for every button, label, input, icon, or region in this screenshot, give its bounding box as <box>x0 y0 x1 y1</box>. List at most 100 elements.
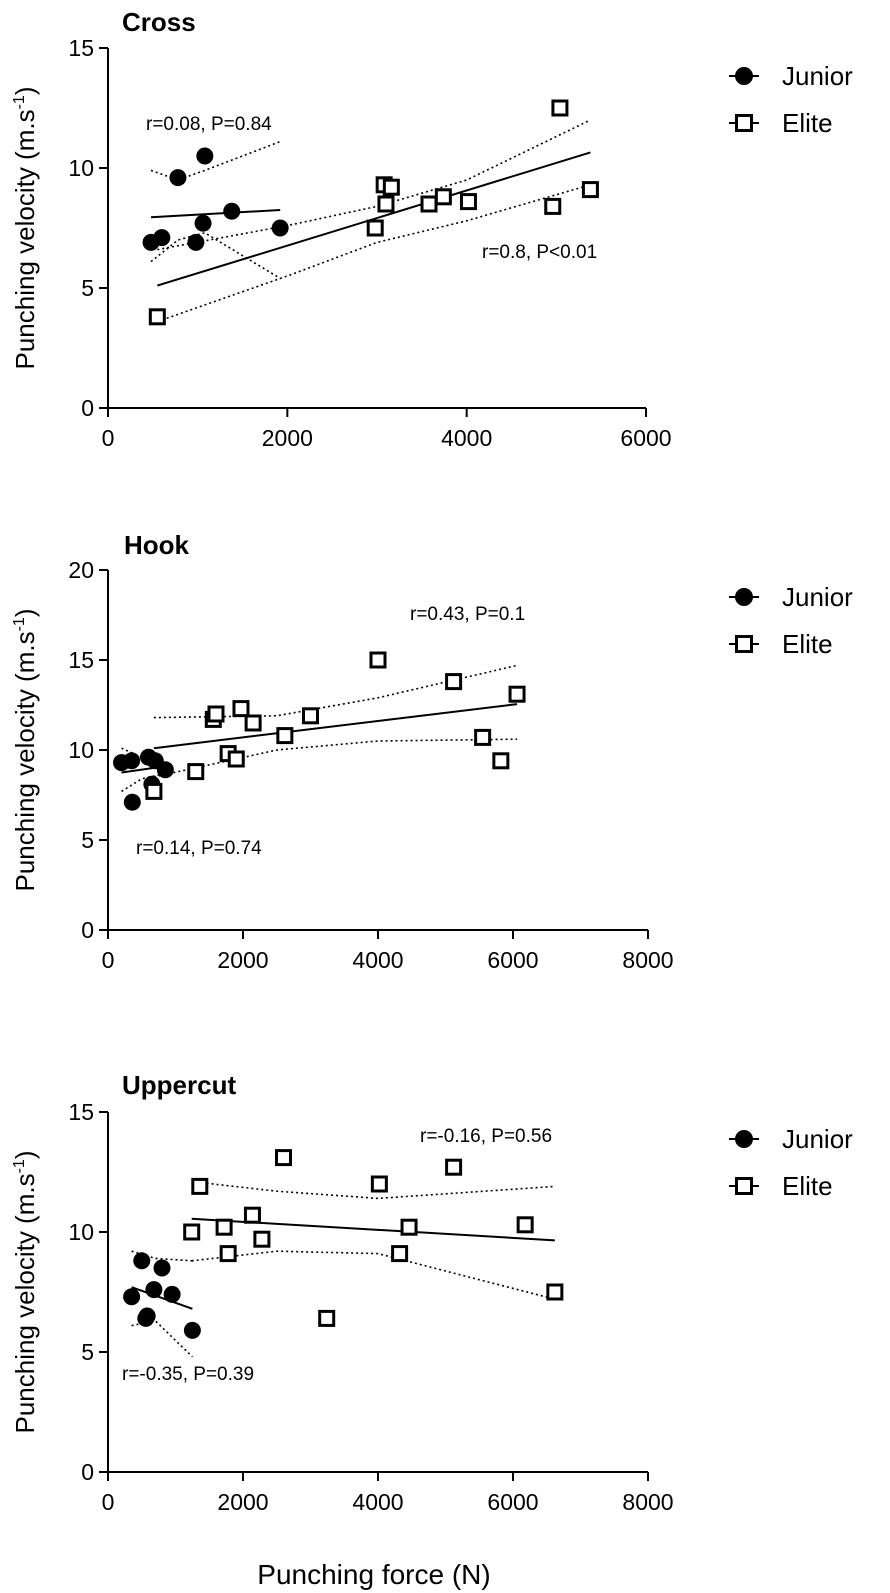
legend-marker-junior <box>735 67 753 85</box>
data-point-junior <box>133 1252 151 1270</box>
y-tick-label: 10 <box>68 155 94 181</box>
correlation-annotation: r=0.08, P=0.84 <box>146 114 272 135</box>
x-tick-label: 6000 <box>620 425 671 451</box>
data-point-elite <box>508 685 526 703</box>
confidence-band-upper <box>191 1180 555 1200</box>
x-tick-label: 8000 <box>622 1489 673 1515</box>
x-tick-label: 0 <box>102 1489 115 1515</box>
data-point-elite <box>370 1175 388 1193</box>
data-point-junior <box>223 202 241 220</box>
series-elite: r=0.43, P=0.1 <box>145 604 526 800</box>
y-axis-label: Punching velocity (m.s-1) <box>10 608 40 891</box>
legend-label-junior: Junior <box>782 582 853 612</box>
series-elite: r=-0.16, P=0.56 <box>183 1126 564 1327</box>
y-axis-label-end: ) <box>10 1150 40 1159</box>
chart-panel-hook: Hook 0 5 10 15 20 0 2000 4000 6000 8000 Punching ve… <box>10 530 853 973</box>
y-tick-label: 0 <box>81 1459 94 1485</box>
data-point-junior <box>183 1321 201 1339</box>
y-tick-label: 15 <box>68 1099 94 1125</box>
data-point-junior <box>187 233 205 251</box>
confidence-band-lower <box>157 184 591 323</box>
legend-marker-elite <box>735 635 753 653</box>
data-point-elite <box>275 1149 292 1167</box>
data-point-elite <box>215 1218 233 1236</box>
data-point-elite <box>459 193 477 211</box>
chart-panel-uppercut: Uppercut 0 5 10 15 0 2000 4000 6000 8000 Punching … <box>10 1070 853 1590</box>
legend: Junior Elite <box>729 61 853 138</box>
data-point-junior <box>163 1285 181 1303</box>
data-point-elite <box>187 763 205 781</box>
regression-line <box>153 703 518 750</box>
correlation-annotation: r=0.14, P=0.74 <box>136 838 262 859</box>
data-point-elite <box>434 188 452 206</box>
data-point-junior <box>145 1281 163 1299</box>
data-point-junior <box>196 147 214 165</box>
series-elite: r=0.8, P<0.01 <box>148 99 599 326</box>
legend-label-elite: Elite <box>782 108 833 138</box>
legend-marker-junior <box>735 588 753 606</box>
data-point-elite <box>244 714 262 732</box>
data-point-junior <box>138 1307 156 1325</box>
legend-label-junior: Junior <box>782 1124 853 1154</box>
data-point-elite <box>581 181 599 199</box>
data-point-elite <box>369 651 387 669</box>
data-point-elite <box>420 195 438 213</box>
correlation-annotation: r=0.43, P=0.1 <box>410 604 525 625</box>
data-point-elite <box>191 1177 209 1195</box>
x-tick-label: 6000 <box>487 1489 538 1515</box>
data-point-junior <box>271 219 289 237</box>
y-tick-label: 10 <box>68 737 94 763</box>
y-axis-label-main: Punching velocity (m.s <box>10 631 40 891</box>
y-tick-label: 0 <box>81 917 94 943</box>
y-axis-label-end: ) <box>10 608 40 617</box>
confidence-band-lower <box>191 1250 556 1300</box>
data-point-elite <box>391 1245 409 1263</box>
legend-marker-elite <box>735 1177 753 1195</box>
y-tick-label: 5 <box>81 827 94 853</box>
y-tick-label: 5 <box>81 275 94 301</box>
data-point-elite <box>253 1230 271 1248</box>
data-point-junior <box>194 214 212 232</box>
y-tick-label: 10 <box>68 1219 94 1245</box>
data-point-elite <box>243 1206 261 1224</box>
y-axis-label: Punching velocity (m.s-1) <box>10 1150 40 1433</box>
data-point-elite <box>445 673 463 691</box>
regression-line <box>131 1286 193 1310</box>
x-tick-label: 2000 <box>217 1489 268 1515</box>
data-point-elite <box>148 308 166 326</box>
confidence-band-lower <box>150 231 281 280</box>
correlation-annotation: r=0.8, P<0.01 <box>482 242 597 263</box>
y-axis-label-end: ) <box>10 86 40 95</box>
data-point-elite <box>207 705 225 723</box>
data-point-elite <box>382 178 400 196</box>
legend-marker-elite <box>735 114 753 132</box>
data-point-junior <box>123 752 141 770</box>
y-axis-label-sup: -1 <box>11 1159 28 1173</box>
x-tick-label: 8000 <box>622 947 673 973</box>
data-point-elite <box>400 1218 418 1236</box>
x-tick-label: 0 <box>102 425 115 451</box>
data-point-elite <box>551 99 569 117</box>
data-point-elite <box>232 700 250 718</box>
confidence-band-lower <box>153 738 518 778</box>
y-tick-label: 0 <box>81 395 94 421</box>
chart-title: Hook <box>124 530 190 560</box>
x-tick-label: 4000 <box>352 947 403 973</box>
data-point-elite <box>445 1158 463 1176</box>
chart-panel-cross: Cross 0 5 10 15 0 2000 4000 6000 Punching velocit… <box>10 7 853 451</box>
data-point-elite <box>302 707 319 725</box>
data-point-elite <box>318 1309 336 1327</box>
data-point-elite <box>544 197 562 215</box>
chart-title: Uppercut <box>122 1070 236 1100</box>
data-point-elite <box>219 1245 237 1263</box>
y-axis-label: Punching velocity (m.s-1) <box>10 86 40 369</box>
y-axis-label-main: Punching velocity (m.s <box>10 1173 40 1433</box>
legend: Junior Elite <box>729 582 853 659</box>
confidence-band-lower <box>131 1319 193 1358</box>
series-junior: r=-0.35, P=0.39 <box>122 1250 254 1385</box>
data-point-elite <box>492 752 510 770</box>
data-point-junior <box>123 1288 141 1306</box>
legend-label-junior: Junior <box>782 61 853 91</box>
x-tick-label: 4000 <box>352 1489 403 1515</box>
